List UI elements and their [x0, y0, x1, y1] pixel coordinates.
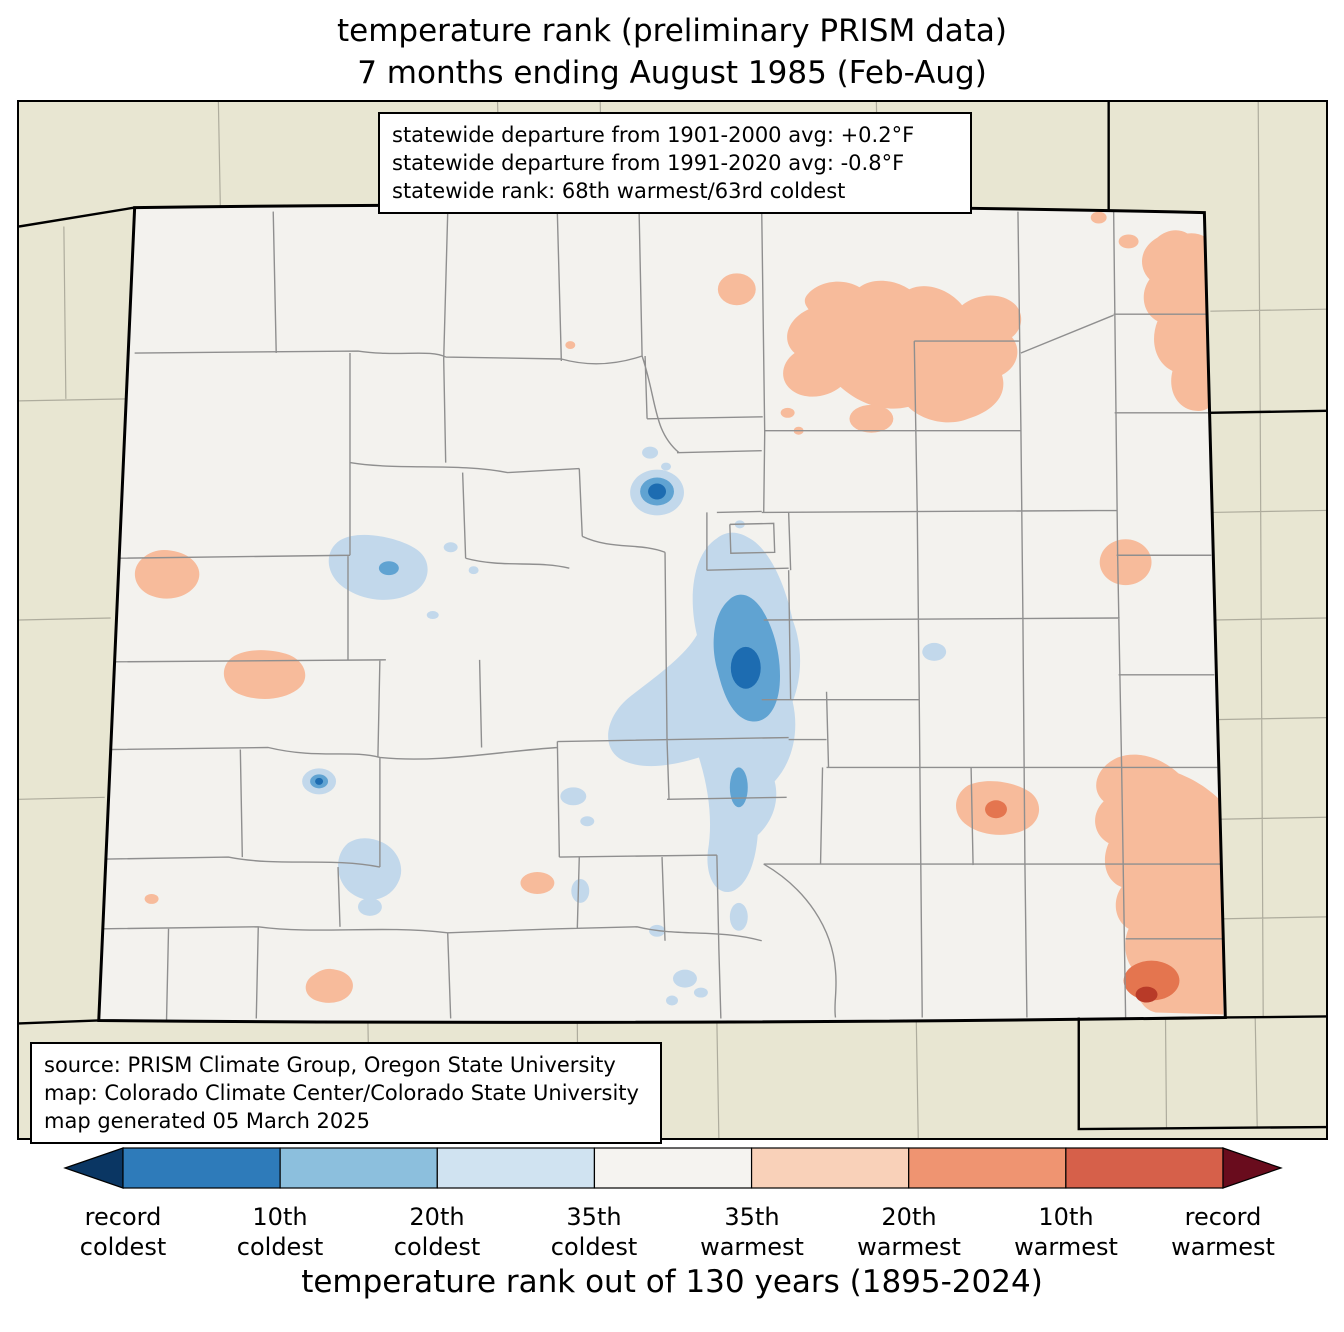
neighbor-state-borders	[19, 102, 1326, 1131]
colorbar-label-record-warmest: record warmest	[1171, 1203, 1275, 1261]
colorbar-label-10th-coldest: 10th coldest	[236, 1203, 324, 1261]
colorbar-seg-20th-warmest	[908, 1147, 1067, 1189]
colorbar-label-20th-coldest: 20th coldest	[393, 1203, 481, 1261]
state-fill	[98, 205, 1226, 1023]
source-line-1: source: PRISM Climate Group, Oregon Stat…	[44, 1053, 616, 1077]
colorbar-arrow-record-coldest	[63, 1147, 124, 1189]
colorbar-label-record-coldest: record coldest	[79, 1203, 167, 1261]
source-line-3: map generated 05 March 2025	[44, 1109, 371, 1133]
stats-line-3: statewide rank: 68th warmest/63rd coldes…	[392, 179, 846, 203]
title-line-1: temperature rank (preliminary PRISM data…	[336, 13, 1007, 49]
county-boundaries	[102, 211, 1224, 1020]
colorbar-seg-neutral	[593, 1147, 753, 1189]
colorbar-svg	[63, 1147, 1283, 1189]
colorbar-seg-10th-warmest	[1065, 1147, 1224, 1189]
colorbar-seg-35th-warmest	[750, 1147, 910, 1189]
title-line-2: 7 months ending August 1985 (Feb-Aug)	[357, 55, 987, 91]
colorbar-label-20th-warmest: 20th warmest	[857, 1203, 961, 1261]
colorbar-label-35th-warmest: 35th warmest	[700, 1203, 804, 1261]
figure-title: temperature rank (preliminary PRISM data…	[0, 10, 1344, 94]
source-attribution-box: source: PRISM Climate Group, Oregon Stat…	[30, 1042, 662, 1144]
map-frame	[17, 100, 1328, 1140]
colorbar-caption: temperature rank out of 130 years (1895-…	[301, 1264, 1043, 1300]
stats-line-2: statewide departure from 1991-2020 avg: …	[392, 151, 905, 175]
colorbar-seg-35th-coldest	[436, 1147, 596, 1189]
colorado-map	[19, 102, 1326, 1138]
colorbar-arrow-record-warmest	[1222, 1147, 1283, 1189]
stats-line-1: statewide departure from 1901-2000 avg: …	[392, 123, 915, 147]
source-line-2: map: Colorado Climate Center/Colorado St…	[44, 1081, 639, 1105]
colorbar-label-10th-warmest: 10th warmest	[1014, 1203, 1118, 1261]
colorbar	[0, 1146, 1344, 1190]
colorbar-label-35th-coldest: 35th coldest	[550, 1203, 638, 1261]
cold-anomaly-regions	[302, 446, 947, 1006]
colorbar-seg-20th-coldest	[279, 1147, 438, 1189]
statewide-stats-box: statewide departure from 1901-2000 avg: …	[378, 112, 972, 214]
colorbar-seg-10th-coldest	[122, 1147, 281, 1189]
warm-anomaly-regions	[134, 211, 1224, 1015]
